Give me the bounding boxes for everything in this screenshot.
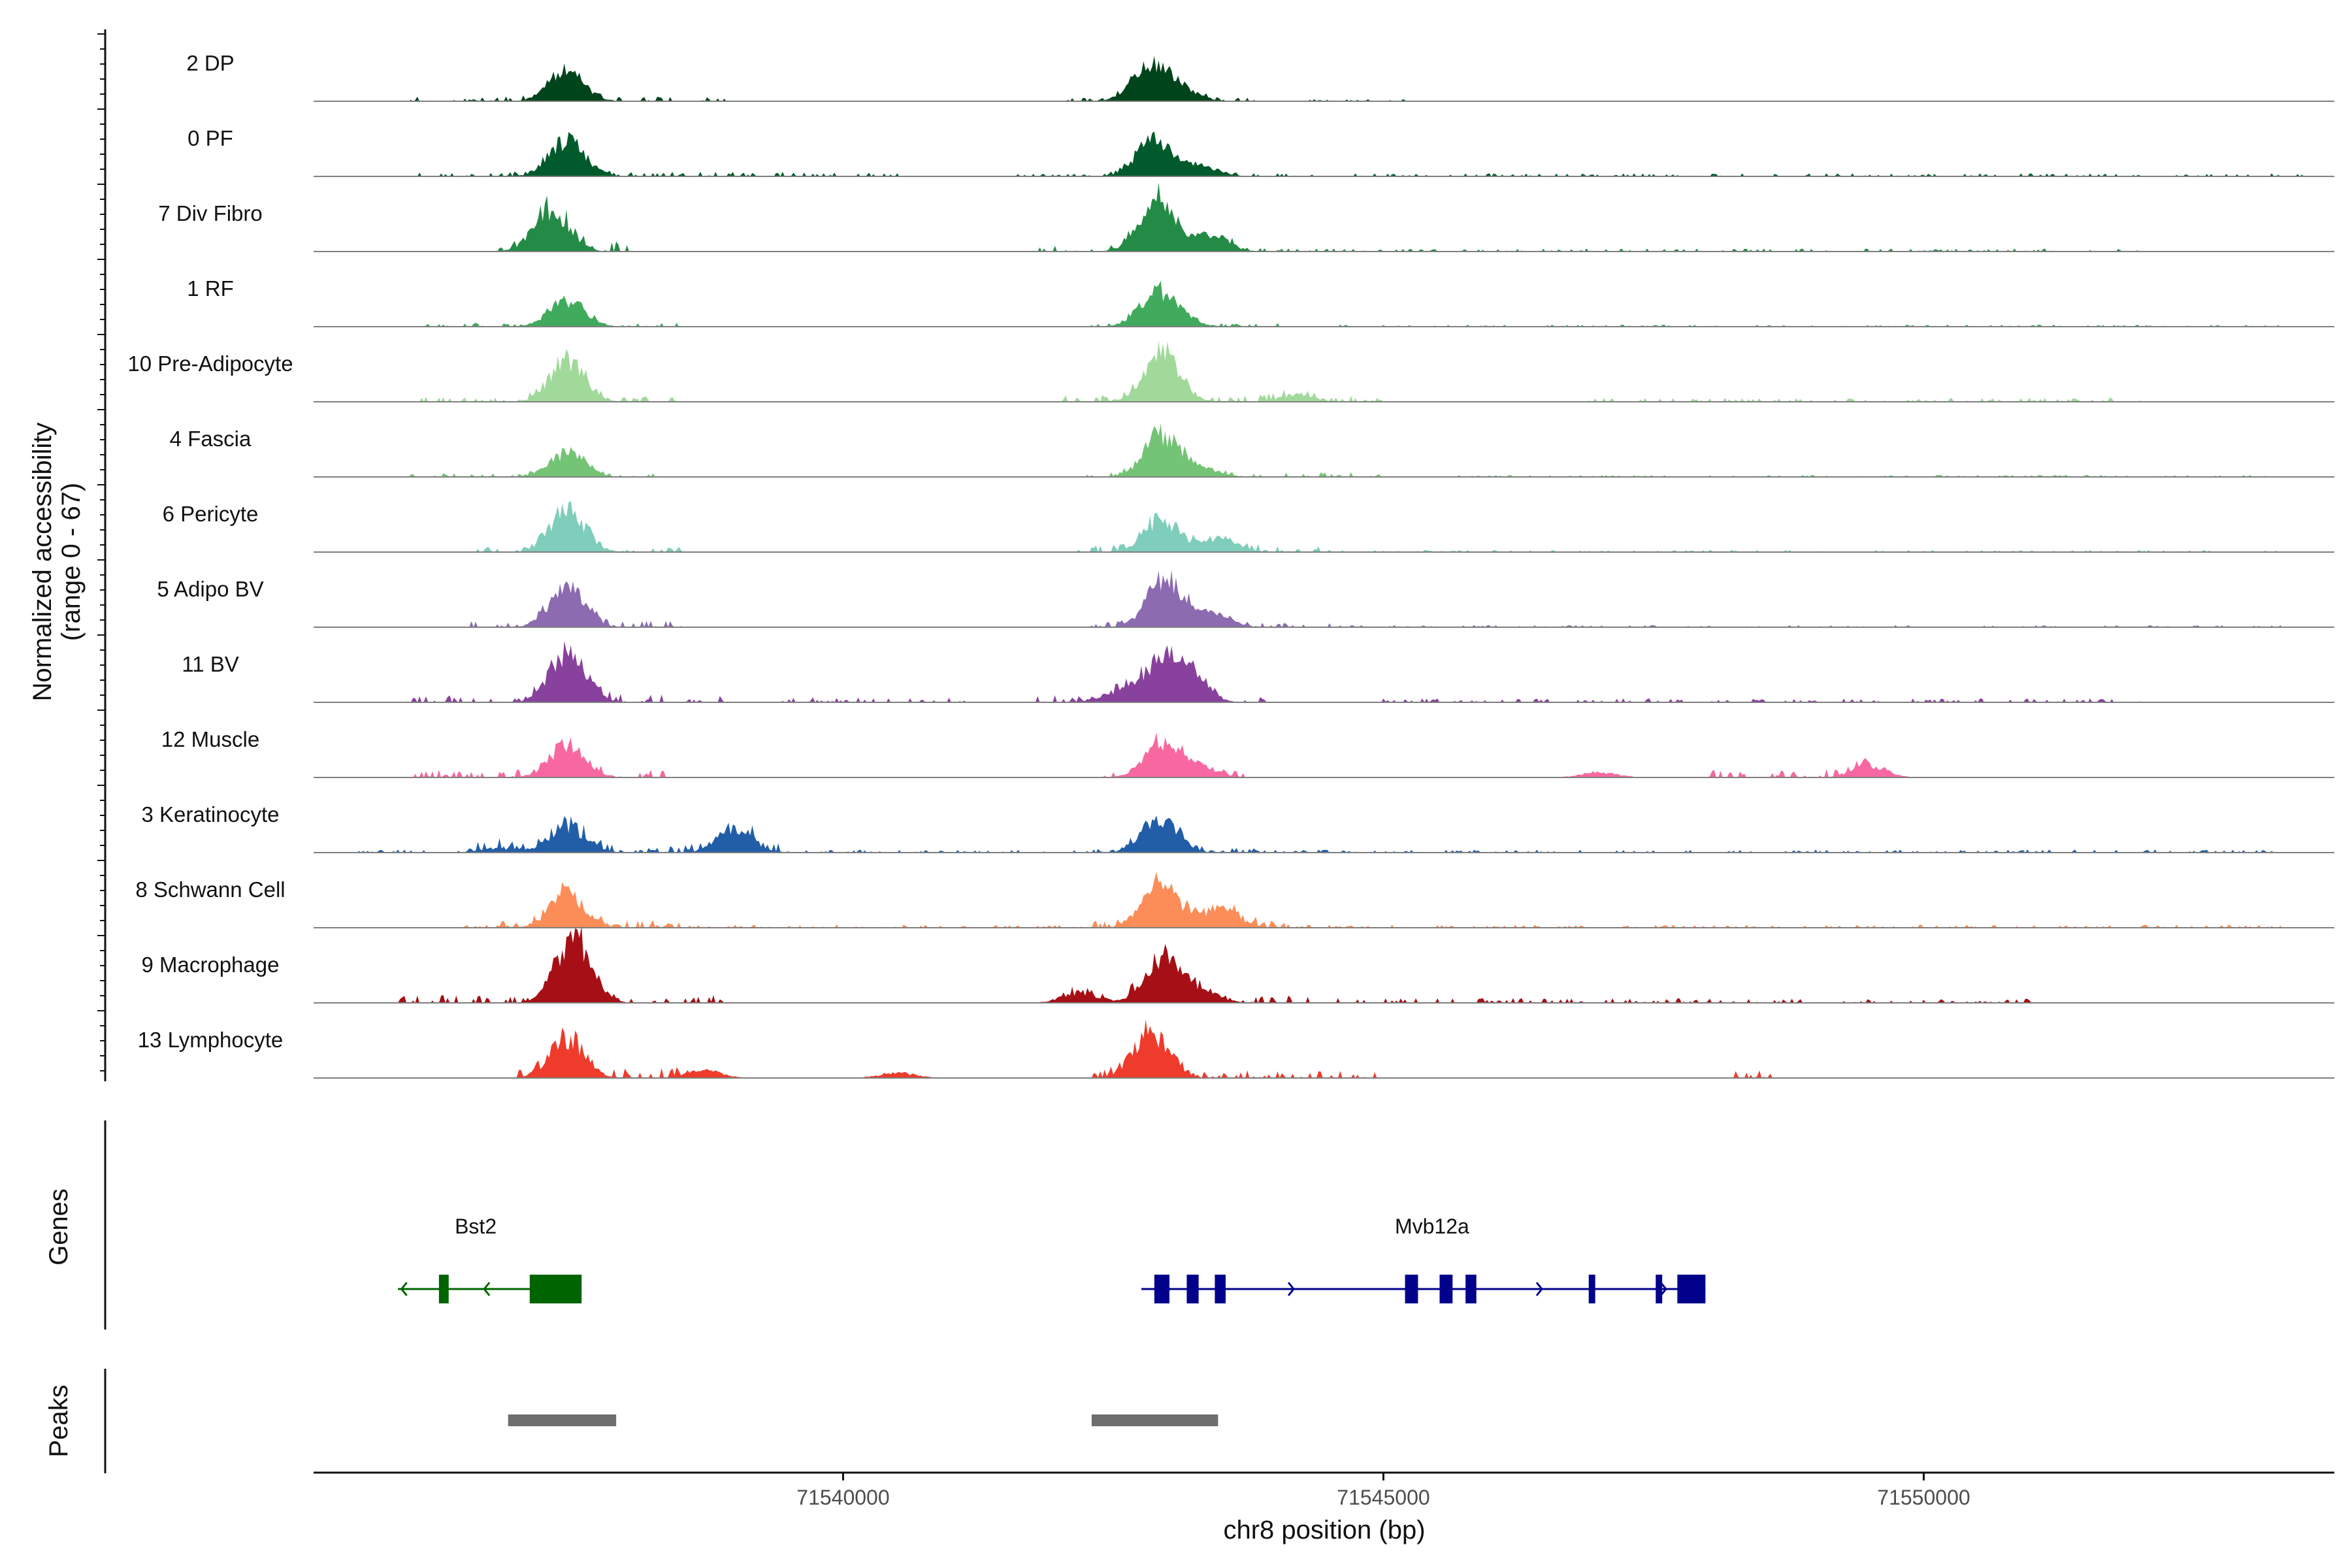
gene-mvb12a: Mvb12a <box>1141 1215 1706 1303</box>
y-axis-title-line1: Normalized accessibility <box>28 423 57 702</box>
track-12: 8 Schwann Cell <box>135 872 2334 928</box>
gene-exon <box>1656 1275 1663 1303</box>
coverage-area <box>314 641 2334 702</box>
track-14: 13 Lymphocyte <box>138 1019 2334 1079</box>
coverage-area <box>314 131 2334 176</box>
gene-exon <box>529 1275 582 1303</box>
track-2: 0 PF <box>188 126 2334 177</box>
gene-exon <box>438 1275 449 1303</box>
track-label: 7 Div Fibro <box>158 201 263 225</box>
track-1: 2 DP <box>186 51 2334 102</box>
peaks-panel-label: Peaks <box>44 1384 73 1457</box>
gene-exon <box>1677 1275 1706 1303</box>
strand-arrow <box>483 1282 491 1296</box>
coverage-area <box>314 815 2334 853</box>
x-tick-label: 71545000 <box>1337 1486 1429 1509</box>
x-tick-label: 71540000 <box>796 1486 889 1509</box>
coverage-area <box>314 56 2334 101</box>
track-label: 0 PF <box>188 126 233 150</box>
strand-arrow <box>1659 1282 1667 1296</box>
track-label: 13 Lymphocyte <box>138 1028 284 1052</box>
track-3: 7 Div Fibro <box>158 182 2334 252</box>
track-9: 11 BV <box>182 641 2334 703</box>
track-label: 11 BV <box>182 652 238 676</box>
y-axis-ticks <box>97 33 105 1071</box>
coverage-area <box>314 570 2334 627</box>
track-label: 6 Pericyte <box>163 502 259 526</box>
track-label: 1 RF <box>187 276 234 301</box>
gene-label: Bst2 <box>455 1215 497 1238</box>
genes-panel-label: Genes <box>44 1188 73 1266</box>
x-tick-label: 71550000 <box>1877 1486 1970 1509</box>
coverage-area <box>314 280 2334 327</box>
track-label: 12 Muscle <box>161 727 259 751</box>
coverage-area <box>314 423 2334 477</box>
strand-arrow <box>1535 1282 1543 1296</box>
track-label: 3 Keratinocyte <box>142 802 280 826</box>
track-5: 10 Pre-Adipocyte <box>127 340 2334 402</box>
gene-exon <box>1154 1275 1169 1303</box>
coverage-area <box>314 182 2334 252</box>
gene-exon <box>1186 1275 1199 1303</box>
peak-track <box>508 1414 1218 1426</box>
track-label: 2 DP <box>186 51 234 75</box>
track-label: 5 Adipo BV <box>157 577 263 601</box>
track-label: 10 Pre-Adipocyte <box>127 351 293 376</box>
coverage-area <box>314 732 2334 777</box>
coverage-area <box>314 872 2334 928</box>
track-8: 5 Adipo BV <box>157 570 2334 628</box>
coverage-area <box>314 340 2334 402</box>
coverage-tracks: 2 DP 0 PF 7 Div Fibro 1 RF 10 Pre-Adipocyte 4… <box>127 51 2334 1079</box>
track-label: 8 Schwann Cell <box>135 877 285 902</box>
peak-region <box>1091 1414 1218 1426</box>
track-label: 4 Fascia <box>170 427 252 451</box>
gene-bst2: Bst2 <box>398 1215 582 1303</box>
strand-arrow <box>1287 1282 1296 1296</box>
gene-exon <box>1465 1275 1477 1303</box>
coverage-area <box>314 926 2334 1003</box>
coverage-area <box>314 500 2334 552</box>
gene-exon <box>1405 1275 1418 1303</box>
gene-exon <box>1439 1275 1453 1303</box>
y-axis-title-line2: (range 0 - 67) <box>57 483 86 641</box>
gene-label: Mvb12a <box>1395 1215 1469 1238</box>
track-10: 12 Muscle <box>161 727 2334 778</box>
track-7: 6 Pericyte <box>163 500 2334 553</box>
x-axis-title: chr8 position (bp) <box>1223 1516 1425 1544</box>
gene-annotation-track: Bst2 Mvb12a <box>398 1215 1706 1303</box>
strand-arrow <box>400 1282 408 1296</box>
track-6: 4 Fascia <box>170 423 2334 478</box>
track-label: 9 Macrophage <box>142 953 280 977</box>
gene-exon <box>1588 1275 1595 1303</box>
track-4: 1 RF <box>187 276 2334 327</box>
coverage-area <box>314 1019 2334 1078</box>
gene-exon <box>1215 1275 1226 1303</box>
x-axis: 71540000 71545000 71550000 <box>314 1471 2334 1509</box>
peak-region <box>508 1414 617 1426</box>
track-13: 9 Macrophage <box>142 926 2334 1004</box>
track-11: 3 Keratinocyte <box>142 802 2334 853</box>
